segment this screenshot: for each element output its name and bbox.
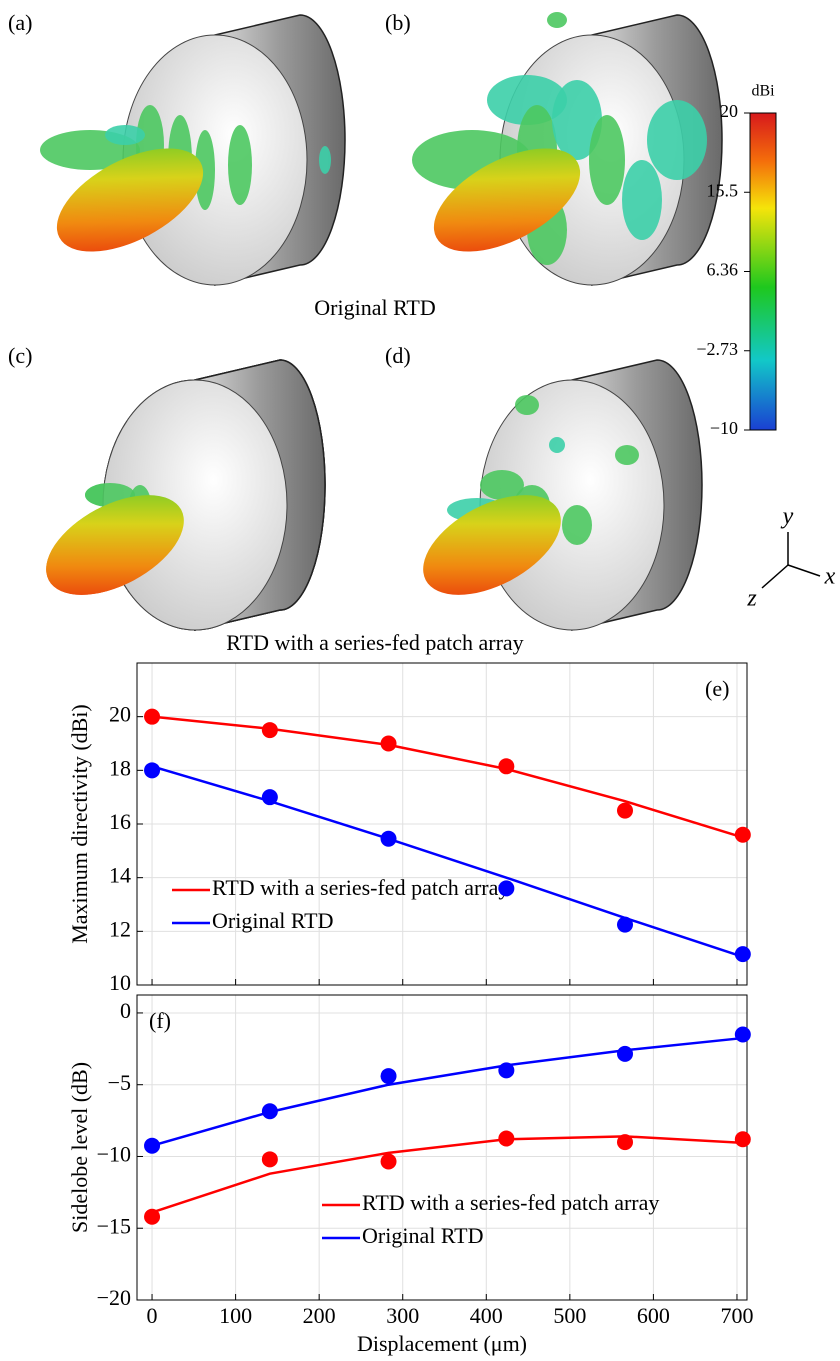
- x-axis-label: Displacement (μm): [357, 1331, 527, 1356]
- x-tick-label: 100: [219, 1303, 252, 1328]
- colorbar-tick-label: 15.5: [707, 180, 739, 200]
- data-point: [144, 1137, 161, 1154]
- panel-label: (d): [385, 343, 411, 368]
- panel-label: (f): [149, 1008, 171, 1033]
- x-tick-label: 400: [470, 1303, 503, 1328]
- side-lobe: [562, 505, 592, 545]
- panel-label: (e): [705, 676, 729, 701]
- main-beam: [46, 495, 184, 595]
- data-point: [380, 735, 397, 752]
- side-lobe: [480, 470, 524, 500]
- data-point: [734, 1131, 751, 1148]
- axes-indicator: [761, 532, 821, 589]
- side-lobe: [552, 80, 602, 160]
- legend-label: Original RTD: [212, 908, 334, 933]
- axis-indicator-label: y: [781, 504, 794, 530]
- side-lobe: [589, 115, 625, 205]
- y-tick-label: 10: [109, 970, 131, 995]
- y-tick-label: −10: [97, 1142, 131, 1167]
- y-tick-label: 12: [109, 916, 131, 941]
- data-point: [261, 722, 278, 739]
- x-tick-label: 500: [553, 1303, 586, 1328]
- axis-indicator-label: z: [746, 586, 757, 612]
- data-point: [261, 1103, 278, 1120]
- fit-line: [151, 1135, 743, 1214]
- fit-line: [151, 715, 744, 839]
- fit-line: [151, 765, 744, 959]
- side-lobe: [647, 100, 707, 180]
- data-point: [734, 946, 751, 963]
- side-lobe: [547, 12, 567, 28]
- data-point: [498, 880, 515, 897]
- data-point: [144, 708, 161, 725]
- colorbar-tick-label: −2.73: [696, 339, 738, 359]
- caption: RTD with a series-fed patch array: [226, 630, 523, 655]
- y-tick-label: 0: [120, 998, 131, 1023]
- side-lobe: [515, 395, 539, 415]
- data-point: [617, 802, 633, 819]
- main-beam: [433, 148, 581, 252]
- fit-line: [151, 1036, 743, 1147]
- side-lobe: [549, 437, 565, 453]
- data-point: [617, 916, 633, 933]
- main-beam: [56, 148, 204, 252]
- legend-label: Original RTD: [362, 1223, 484, 1248]
- y-tick-label: 18: [109, 755, 131, 780]
- data-point: [380, 1153, 397, 1170]
- side-lobe: [319, 146, 331, 174]
- plot-frame: [136, 662, 748, 986]
- panel-label: (c): [8, 343, 32, 368]
- x-tick-label: 700: [720, 1303, 753, 1328]
- data-point: [498, 758, 515, 775]
- plot-frame: [136, 994, 748, 1301]
- data-point: [734, 1026, 751, 1043]
- colorbar-tick-label: 6.36: [707, 260, 739, 280]
- x-tick-label: 200: [303, 1303, 336, 1328]
- side-lobe: [105, 125, 145, 145]
- y-tick-label: 14: [109, 863, 131, 888]
- data-point: [380, 830, 397, 847]
- colorbar-label: dBi: [751, 83, 775, 100]
- y-tick-label: 20: [109, 702, 131, 727]
- data-point: [498, 1062, 515, 1079]
- data-point: [734, 826, 751, 843]
- data-point: [380, 1068, 397, 1085]
- colorbar-tick-label: 20: [720, 101, 738, 121]
- panel-label: (a): [8, 10, 32, 35]
- side-lobe: [228, 125, 252, 205]
- data-point: [617, 1045, 633, 1062]
- y-tick-label: −20: [97, 1285, 131, 1310]
- x-tick-label: 600: [637, 1303, 670, 1328]
- y-tick-label: −15: [97, 1213, 131, 1238]
- side-lobe: [622, 160, 662, 240]
- x-tick-label: 300: [386, 1303, 419, 1328]
- colorbar: [749, 112, 777, 431]
- side-lobe: [195, 130, 215, 210]
- y-axis-label: Sidelobe level (dB): [67, 1062, 92, 1233]
- y-tick-label: 16: [109, 809, 131, 834]
- x-tick-label: 0: [147, 1303, 158, 1328]
- legend-label: RTD with a series-fed patch array: [212, 875, 509, 900]
- y-tick-label: −5: [108, 1070, 131, 1095]
- legend-label: RTD with a series-fed patch array: [362, 1190, 659, 1215]
- caption: Original RTD: [314, 295, 436, 320]
- renderings: [40, 12, 723, 631]
- data-point: [261, 789, 278, 806]
- panel-label: (b): [385, 10, 411, 35]
- data-point: [144, 1208, 161, 1225]
- axis-indicator-label: x: [824, 564, 836, 590]
- data-point: [144, 762, 161, 779]
- y-axis-label: Maximum directivity (dBi): [67, 704, 92, 944]
- data-point: [617, 1134, 633, 1151]
- data-point: [498, 1130, 515, 1147]
- side-lobe: [615, 445, 639, 465]
- data-point: [261, 1151, 278, 1168]
- colorbar-tick-label: −10: [710, 418, 738, 438]
- main-beam: [423, 495, 561, 595]
